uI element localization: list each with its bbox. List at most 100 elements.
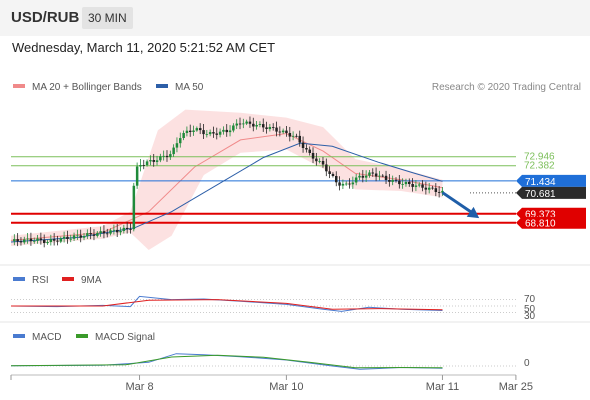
candle-body-102 [348,183,351,185]
candle-body-94 [321,161,325,165]
candle-body-63 [218,131,222,135]
candle-body-51 [179,138,182,144]
candle-body-47 [165,155,169,158]
candle-body-34 [122,227,126,231]
candle-body-112 [381,175,384,177]
forecast-arrow-shaft [441,191,476,216]
candle-body-125 [424,187,428,190]
candle-body-130 [441,190,444,193]
candle-body-128 [434,188,438,192]
level-label-3: 70.681 [525,189,556,200]
candle-body-18 [69,238,72,240]
candle-body-45 [159,156,162,161]
candle-body-44 [155,160,159,162]
candle-body-75 [258,124,262,125]
candle-body-41 [145,161,149,166]
legend-label-ma20: MA 20 + Bollinger Bands [32,82,142,93]
x-tick-label-3: Mar 25 [499,381,533,393]
candle-body-103 [351,182,355,185]
rsi-level-50: 50 [524,304,536,315]
candle-body-99 [338,182,341,186]
candle-body-21 [79,235,82,238]
candle-body-40 [142,165,145,166]
candle-body-59 [205,134,209,135]
candle-body-60 [208,132,212,135]
candle-body-71 [245,121,248,124]
candle-body-1 [13,239,16,242]
candle-body-29 [106,233,109,235]
x-tick-label-2: Mar 11 [426,381,459,393]
candle-body-56 [195,128,199,131]
candle-body-98 [335,176,338,183]
candle-body-4 [23,239,26,243]
copyright-label: Research © 2020 Trading Central [432,82,581,93]
candle-body-120 [408,182,411,184]
candle-body-20 [76,235,79,237]
legend-label-rsi: RSI [32,275,49,286]
candle-body-49 [172,147,175,155]
candle-body-57 [199,128,202,131]
candle-body-91 [311,153,315,159]
candle-body-43 [152,160,155,162]
candle-body-22 [82,236,86,238]
candle-body-42 [149,160,152,162]
legend-label-9ma: 9MA [81,275,102,286]
candle-body-39 [139,165,142,167]
candle-body-127 [431,187,434,189]
candle-body-89 [305,148,308,150]
candle-body-37 [132,185,136,230]
candle-body-106 [361,175,365,178]
candle-body-9 [39,238,43,240]
candle-body-124 [421,184,424,188]
rsi-level-70: 70 [524,294,536,305]
candle-body-17 [66,236,69,239]
candle-body-108 [368,172,371,176]
candle-body-35 [125,227,129,229]
candle-body-93 [318,161,321,162]
timeframe-badge[interactable]: 30 MIN [82,7,133,29]
candle-body-85 [291,135,295,137]
candle-body-16 [62,236,66,239]
candle-body-119 [404,182,408,185]
candle-body-33 [119,231,122,233]
rsi-level-30: 30 [524,311,536,322]
rsi-line [10,295,443,312]
candle-body-73 [252,123,255,127]
candle-body-87 [298,135,301,143]
legend-swatch-macd [13,334,25,338]
candle-body-118 [401,184,404,185]
rsi-plot-layer [10,295,516,313]
candle-body-38 [135,166,139,186]
candle-body-66 [228,130,232,133]
candle-body-83 [285,130,288,133]
candle-body-129 [437,192,441,193]
candle-body-82 [281,130,285,133]
candle-body-46 [162,155,165,157]
header-bar: USD/RUB 30 MIN [0,0,590,36]
candle-body-114 [388,180,391,182]
candle-body-81 [278,131,282,133]
candle-body-8 [36,238,39,241]
legend-label-ma50: MA 50 [175,82,204,93]
macd-plot-layer [10,353,516,370]
candle-body-68 [235,123,238,126]
legend-swatch-ma50 [156,84,168,88]
legend-swatch-9ma [62,277,74,281]
legend-swatch-ma20 [13,84,25,88]
candle-body-115 [391,179,394,182]
candle-body-53 [185,130,189,133]
candle-body-72 [248,121,252,124]
candle-body-24 [89,233,92,235]
candle-body-77 [265,127,268,129]
level-label-1: 72.382 [524,161,555,172]
rsi-ma-line [11,299,443,311]
candle-body-6 [29,238,33,242]
candle-body-48 [169,154,172,158]
macd-signal-line [10,354,443,369]
candle-body-78 [268,127,272,130]
candle-body-36 [129,229,132,230]
legend-swatch-macd-signal [76,334,88,338]
candle-body-122 [414,185,418,187]
forecast-arrow-head [466,206,480,219]
